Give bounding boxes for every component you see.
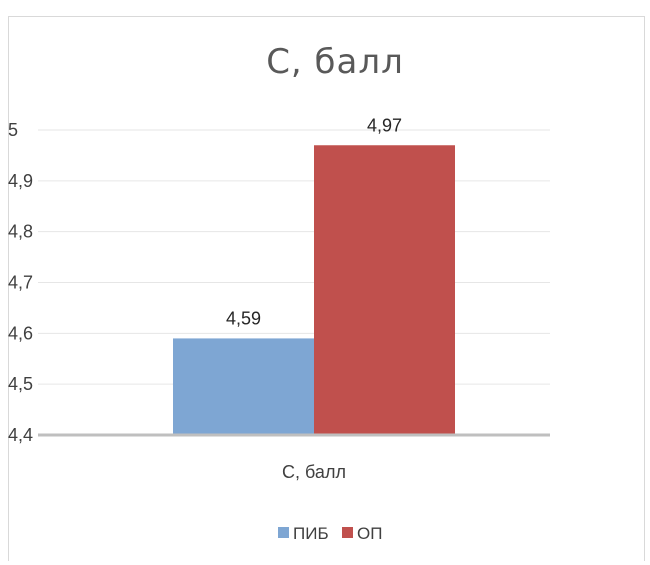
- legend-label: ОП: [357, 524, 382, 543]
- legend: ПИБ ОП: [278, 524, 382, 543]
- y-tick-label: 4,4: [8, 425, 33, 445]
- y-tick-label: 4,7: [8, 273, 33, 293]
- data-label: 4,97: [367, 115, 402, 135]
- y-axis-ticks: 5 4,9 4,8 4,7 4,6 4,5 4,4: [8, 120, 33, 445]
- chart-title: С, балл: [266, 42, 404, 82]
- y-tick-label: 4,6: [8, 323, 33, 343]
- gridlines: [38, 129, 550, 385]
- y-tick-label: 4,8: [8, 222, 33, 242]
- y-tick-label: 4,5: [8, 374, 33, 394]
- legend-label: ПИБ: [293, 524, 329, 543]
- y-tick-label: 4,9: [8, 171, 33, 191]
- category-label: С, балл: [282, 462, 346, 482]
- y-tick-label: 5: [8, 120, 18, 140]
- data-labels: 4,59 4,97: [226, 115, 402, 328]
- legend-swatch: [342, 527, 353, 538]
- legend-swatch: [278, 527, 289, 538]
- data-label: 4,59: [226, 308, 261, 328]
- bars: [173, 145, 455, 435]
- bar-1: [173, 338, 314, 435]
- bar-2: [314, 145, 455, 435]
